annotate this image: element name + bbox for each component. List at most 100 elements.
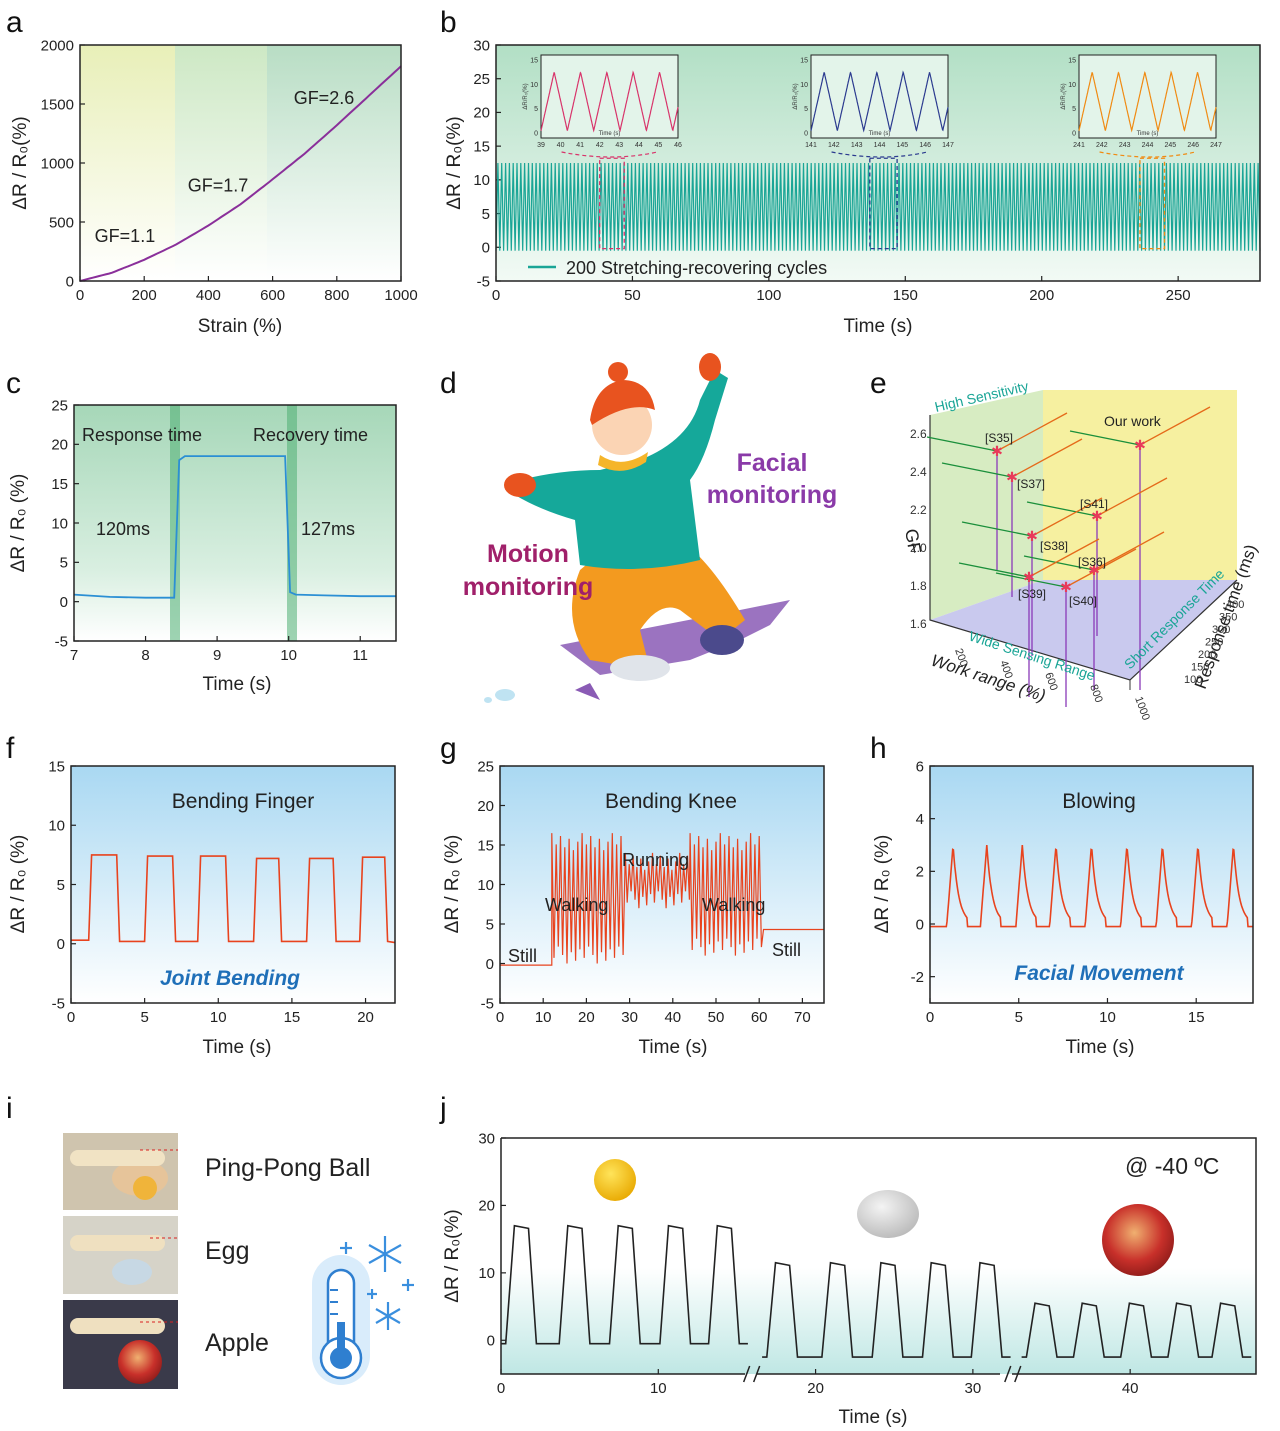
motion-label-1: Motion	[487, 540, 569, 568]
inset-x-tick-label: 145	[896, 142, 908, 149]
x-tick-label: 15	[1188, 1009, 1205, 1026]
y-tick-label: 0	[486, 956, 494, 973]
gf-tick-label: 1.6	[910, 617, 927, 631]
x-tick-label: 0	[76, 287, 84, 304]
gf-tick-label: 1.8	[910, 579, 927, 593]
recovery-band	[287, 405, 297, 641]
x-tick-label: 8	[141, 647, 149, 664]
y-axis-label: ΔR / R₀ (%)	[8, 474, 29, 573]
inset-x-tick-label: 241	[1073, 142, 1085, 149]
y-tick-label: 20	[473, 105, 490, 122]
grip-photos: Ping-Pong Ball Egg Apple	[63, 1133, 414, 1389]
point-marker: ✱	[1088, 562, 1100, 578]
egg-icon	[857, 1190, 919, 1238]
inset-signal	[540, 70, 679, 133]
ping-pong-ball-icon	[594, 1159, 636, 1201]
y-tick-label: 15	[48, 758, 65, 775]
y-tick-label: 1500	[41, 96, 74, 113]
gf-annotation: GF=2.6	[294, 88, 355, 108]
facial-label-1: Facial	[737, 449, 808, 477]
y-tick-label: 20	[478, 1198, 495, 1215]
chart-h: 0 5 10 15 -2 0 2 4 6 Blowing Facial Movement Tim…	[872, 758, 1254, 1058]
x-tick-label: 15	[284, 1009, 301, 1026]
response-time-label: Response time	[82, 425, 202, 445]
inset-y-tick-label: 0	[534, 131, 538, 138]
y-tick-label: 30	[478, 1130, 495, 1147]
response-line	[1011, 438, 1083, 478]
x-tick-label: 800	[324, 287, 349, 304]
plot-frame	[495, 44, 1261, 282]
walking-label-1: Walking	[545, 895, 608, 915]
left-glove	[504, 473, 536, 497]
point-marker: ✱	[1134, 437, 1146, 453]
inset-x-label: Time (s)	[869, 131, 891, 137]
inset-x-tick-label: 144	[874, 142, 886, 149]
point-label: [S37]	[1017, 477, 1045, 491]
inset-x-tick-label: 147	[942, 142, 954, 149]
inset-x-tick-label: 146	[919, 142, 931, 149]
chart-subtitle: Joint Bending	[160, 967, 300, 990]
motion-label-2: monitoring	[463, 573, 594, 601]
x-tick-label: 70	[794, 1009, 811, 1026]
inset-y-tick-label: 5	[534, 106, 538, 113]
point-marker: ✱	[1091, 508, 1103, 524]
x-tick-label: 0	[497, 1380, 505, 1397]
zoom-connector	[1099, 151, 1196, 158]
inset-y-tick-label: 15	[1068, 57, 1076, 64]
plot-frame	[79, 44, 402, 282]
x-tick-label: 40	[664, 1009, 681, 1026]
x-tick-label: 30	[621, 1009, 638, 1026]
x-tick-label: 200	[132, 287, 157, 304]
x-tick-label: 10	[650, 1380, 667, 1397]
step-response-curve	[73, 455, 396, 599]
resistance-strain-curve	[79, 65, 402, 282]
plot-frame	[73, 404, 397, 642]
comparison-points: ✱Our work✱[S35]✱ [S37]✱[S41]✱[S38]✱[S36]✱…	[985, 413, 1162, 608]
snow-splash	[575, 683, 600, 700]
walking-label-2: Walking	[702, 895, 765, 915]
x-tick-label: 250	[1166, 287, 1191, 304]
x-axis-label: Time (s)	[839, 1407, 908, 1428]
x-tick-label: 200	[1029, 287, 1054, 304]
recovery-ms-label: 127ms	[301, 519, 355, 539]
y-tick-label: 1000	[41, 155, 74, 172]
comparison-lines	[926, 406, 1211, 707]
response-tick-label: 300	[1212, 624, 1230, 636]
y-tick-label: 2000	[41, 37, 74, 54]
x-tick-label: 20	[357, 1009, 374, 1026]
inset-chart: 39 40 41 42 43 44 45 46 0 5 10 15 Time (s) ΔR/R₀(%)	[523, 54, 682, 149]
response-tick-label: 100	[1184, 674, 1202, 686]
response-band	[170, 405, 180, 641]
response-line	[1065, 548, 1137, 588]
plot-background	[74, 405, 396, 641]
inset-x-tick-label: 245	[1164, 142, 1176, 149]
axis-break	[1004, 1365, 1012, 1383]
chart-a: 0 200 400 600 800 1000 0 500 1000 1500 2000 GF=1.1…	[10, 37, 418, 337]
chart-title: Bending Knee	[605, 790, 737, 813]
x-tick-label: 20	[578, 1009, 595, 1026]
still-label-2: Still	[772, 940, 801, 960]
x-tick-label: 50	[708, 1009, 725, 1026]
label-egg: Egg	[205, 1237, 249, 1265]
work-range-tick-label: 800	[1087, 683, 1105, 704]
response-tick-label: 200	[1198, 649, 1216, 661]
y-tick-label: 20	[477, 798, 494, 815]
x-tick-label: 50	[624, 287, 641, 304]
x-tick-label: 5	[1015, 1009, 1023, 1026]
apple-icon	[1102, 1204, 1174, 1276]
right-glove	[699, 353, 721, 381]
x-tick-label: 0	[496, 1009, 504, 1026]
x-tick-label: 30	[965, 1380, 982, 1397]
y-tick-label: 20	[51, 437, 68, 454]
inset-y-tick-label: 15	[800, 57, 808, 64]
zoom-box	[869, 157, 898, 250]
inset-y-label: ΔR/R₀(%)	[523, 83, 529, 109]
x-tick-label: 400	[196, 287, 221, 304]
inset-x-tick-label: 244	[1142, 142, 1154, 149]
blowing-signal	[930, 844, 1253, 928]
chart-c: 7 8 9 10 11 -5 0 5 10 15 20 25 Response time Recove…	[8, 397, 397, 695]
panel-label-c: c	[6, 367, 21, 400]
gf-line	[961, 521, 1033, 537]
panel-label-h: h	[870, 732, 887, 765]
x-tick-label: 0	[926, 1009, 934, 1026]
